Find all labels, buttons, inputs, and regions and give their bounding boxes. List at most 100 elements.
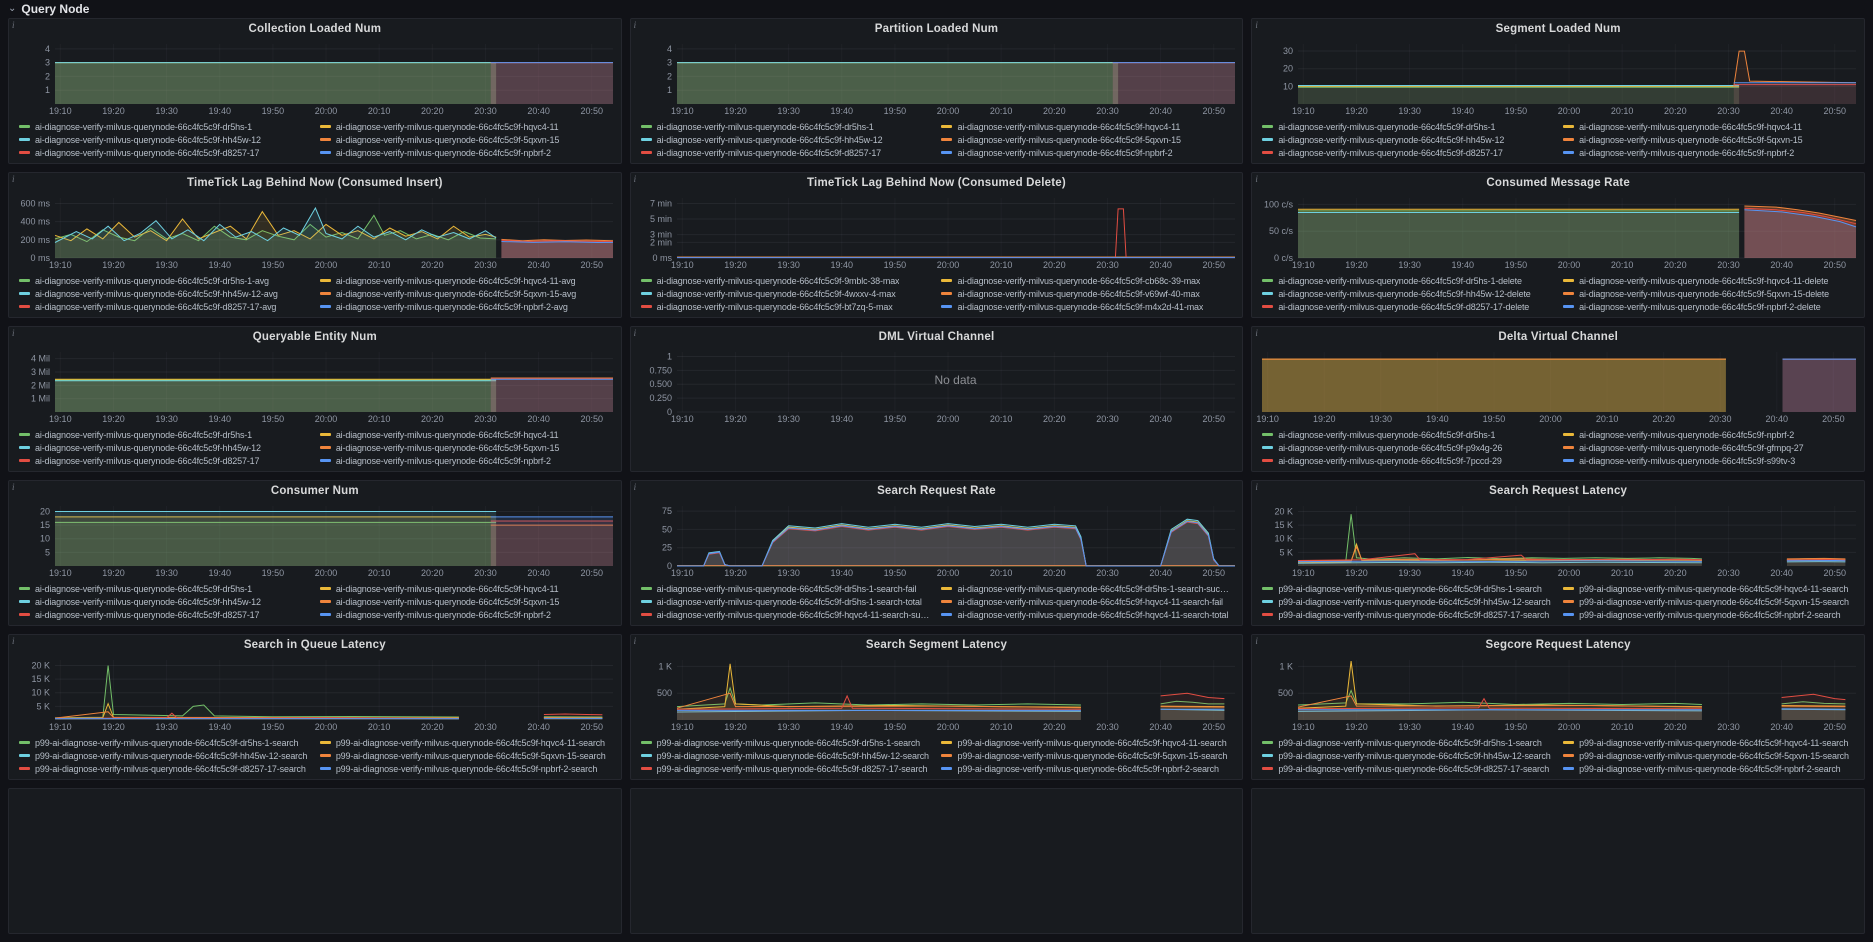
- legend-item[interactable]: ai-diagnose-verify-milvus-querynode-66c4…: [641, 120, 932, 133]
- legend-item[interactable]: ai-diagnose-verify-milvus-querynode-66c4…: [19, 608, 310, 621]
- legend-item[interactable]: ai-diagnose-verify-milvus-querynode-66c4…: [1563, 146, 1854, 159]
- legend-item[interactable]: ai-diagnose-verify-milvus-querynode-66c4…: [1262, 133, 1553, 146]
- legend-item[interactable]: ai-diagnose-verify-milvus-querynode-66c4…: [641, 582, 932, 595]
- legend-item[interactable]: ai-diagnose-verify-milvus-querynode-66c4…: [320, 287, 611, 300]
- legend-item[interactable]: p99-ai-diagnose-verify-milvus-querynode-…: [320, 736, 611, 749]
- legend-item[interactable]: ai-diagnose-verify-milvus-querynode-66c4…: [941, 274, 1232, 287]
- legend-item[interactable]: p99-ai-diagnose-verify-milvus-querynode-…: [1563, 608, 1854, 621]
- legend-item[interactable]: ai-diagnose-verify-milvus-querynode-66c4…: [19, 120, 310, 133]
- panel-title[interactable]: Consumed Message Rate: [1486, 177, 1630, 189]
- panel-title[interactable]: DML Virtual Channel: [879, 331, 995, 343]
- legend-item[interactable]: ai-diagnose-verify-milvus-querynode-66c4…: [941, 608, 1232, 621]
- legend-item[interactable]: ai-diagnose-verify-milvus-querynode-66c4…: [641, 300, 932, 313]
- legend-item[interactable]: ai-diagnose-verify-milvus-querynode-66c4…: [19, 454, 310, 467]
- panel-info-icon[interactable]: i: [634, 20, 637, 30]
- legend-item[interactable]: ai-diagnose-verify-milvus-querynode-66c4…: [19, 582, 310, 595]
- panel-info-icon[interactable]: i: [634, 174, 637, 184]
- panel-title[interactable]: TimeTick Lag Behind Now (Consumed Insert…: [187, 177, 443, 189]
- legend-item[interactable]: p99-ai-diagnose-verify-milvus-querynode-…: [1262, 582, 1553, 595]
- panel-title[interactable]: Search in Queue Latency: [244, 639, 386, 651]
- legend-item[interactable]: ai-diagnose-verify-milvus-querynode-66c4…: [941, 582, 1232, 595]
- legend-item[interactable]: ai-diagnose-verify-milvus-querynode-66c4…: [941, 146, 1232, 159]
- legend-item[interactable]: ai-diagnose-verify-milvus-querynode-66c4…: [320, 274, 611, 287]
- legend-item[interactable]: ai-diagnose-verify-milvus-querynode-66c4…: [941, 300, 1232, 313]
- legend-item[interactable]: ai-diagnose-verify-milvus-querynode-66c4…: [320, 582, 611, 595]
- legend-item[interactable]: ai-diagnose-verify-milvus-querynode-66c4…: [641, 274, 932, 287]
- panel-info-icon[interactable]: i: [12, 482, 15, 492]
- legend-item[interactable]: ai-diagnose-verify-milvus-querynode-66c4…: [1563, 287, 1854, 300]
- legend-item[interactable]: p99-ai-diagnose-verify-milvus-querynode-…: [941, 762, 1232, 775]
- legend-item[interactable]: ai-diagnose-verify-milvus-querynode-66c4…: [1563, 274, 1854, 287]
- panel-title[interactable]: Segment Loaded Num: [1496, 23, 1621, 35]
- legend-item[interactable]: ai-diagnose-verify-milvus-querynode-66c4…: [320, 120, 611, 133]
- panel-info-icon[interactable]: i: [634, 636, 637, 646]
- legend-item[interactable]: p99-ai-diagnose-verify-milvus-querynode-…: [1262, 595, 1553, 608]
- legend-item[interactable]: ai-diagnose-verify-milvus-querynode-66c4…: [19, 428, 310, 441]
- legend-item[interactable]: ai-diagnose-verify-milvus-querynode-66c4…: [1563, 428, 1854, 441]
- panel-title[interactable]: TimeTick Lag Behind Now (Consumed Delete…: [807, 177, 1066, 189]
- panel-info-icon[interactable]: i: [1255, 482, 1258, 492]
- section-header-query-node[interactable]: ⌄ Query Node: [0, 0, 1873, 16]
- legend-item[interactable]: p99-ai-diagnose-verify-milvus-querynode-…: [1262, 736, 1553, 749]
- legend-item[interactable]: ai-diagnose-verify-milvus-querynode-66c4…: [320, 454, 611, 467]
- legend-item[interactable]: p99-ai-diagnose-verify-milvus-querynode-…: [1262, 762, 1553, 775]
- legend-item[interactable]: p99-ai-diagnose-verify-milvus-querynode-…: [941, 736, 1232, 749]
- legend-item[interactable]: ai-diagnose-verify-milvus-querynode-66c4…: [1563, 454, 1854, 467]
- legend-item[interactable]: ai-diagnose-verify-milvus-querynode-66c4…: [19, 274, 310, 287]
- legend-item[interactable]: ai-diagnose-verify-milvus-querynode-66c4…: [641, 608, 932, 621]
- legend-item[interactable]: ai-diagnose-verify-milvus-querynode-66c4…: [941, 595, 1232, 608]
- legend-item[interactable]: ai-diagnose-verify-milvus-querynode-66c4…: [641, 133, 932, 146]
- legend-item[interactable]: p99-ai-diagnose-verify-milvus-querynode-…: [641, 736, 932, 749]
- panel-title[interactable]: Queryable Entity Num: [253, 331, 377, 343]
- legend-item[interactable]: ai-diagnose-verify-milvus-querynode-66c4…: [1262, 441, 1553, 454]
- legend-item[interactable]: ai-diagnose-verify-milvus-querynode-66c4…: [19, 146, 310, 159]
- legend-item[interactable]: ai-diagnose-verify-milvus-querynode-66c4…: [941, 120, 1232, 133]
- legend-item[interactable]: ai-diagnose-verify-milvus-querynode-66c4…: [1262, 454, 1553, 467]
- legend-item[interactable]: p99-ai-diagnose-verify-milvus-querynode-…: [1563, 749, 1854, 762]
- legend-item[interactable]: ai-diagnose-verify-milvus-querynode-66c4…: [941, 287, 1232, 300]
- panel-info-icon[interactable]: i: [12, 636, 15, 646]
- legend-item[interactable]: p99-ai-diagnose-verify-milvus-querynode-…: [19, 749, 310, 762]
- legend-item[interactable]: ai-diagnose-verify-milvus-querynode-66c4…: [320, 441, 611, 454]
- panel-title[interactable]: Search Request Rate: [877, 485, 996, 497]
- legend-item[interactable]: ai-diagnose-verify-milvus-querynode-66c4…: [320, 608, 611, 621]
- legend-item[interactable]: ai-diagnose-verify-milvus-querynode-66c4…: [1262, 146, 1553, 159]
- legend-item[interactable]: ai-diagnose-verify-milvus-querynode-66c4…: [320, 428, 611, 441]
- panel-title[interactable]: Partition Loaded Num: [875, 23, 998, 35]
- panel-title[interactable]: Search Segment Latency: [866, 639, 1007, 651]
- legend-item[interactable]: ai-diagnose-verify-milvus-querynode-66c4…: [19, 595, 310, 608]
- legend-item[interactable]: ai-diagnose-verify-milvus-querynode-66c4…: [1262, 428, 1553, 441]
- legend-item[interactable]: p99-ai-diagnose-verify-milvus-querynode-…: [1563, 595, 1854, 608]
- legend-item[interactable]: p99-ai-diagnose-verify-milvus-querynode-…: [641, 749, 932, 762]
- legend-item[interactable]: p99-ai-diagnose-verify-milvus-querynode-…: [1563, 582, 1854, 595]
- panel-info-icon[interactable]: i: [634, 482, 637, 492]
- panel-title[interactable]: Consumer Num: [271, 485, 359, 497]
- legend-item[interactable]: p99-ai-diagnose-verify-milvus-querynode-…: [19, 762, 310, 775]
- legend-item[interactable]: ai-diagnose-verify-milvus-querynode-66c4…: [320, 595, 611, 608]
- legend-item[interactable]: p99-ai-diagnose-verify-milvus-querynode-…: [320, 749, 611, 762]
- panel-title[interactable]: Search Request Latency: [1489, 485, 1627, 497]
- legend-item[interactable]: p99-ai-diagnose-verify-milvus-querynode-…: [320, 762, 611, 775]
- legend-item[interactable]: ai-diagnose-verify-milvus-querynode-66c4…: [320, 300, 611, 313]
- legend-item[interactable]: ai-diagnose-verify-milvus-querynode-66c4…: [641, 595, 932, 608]
